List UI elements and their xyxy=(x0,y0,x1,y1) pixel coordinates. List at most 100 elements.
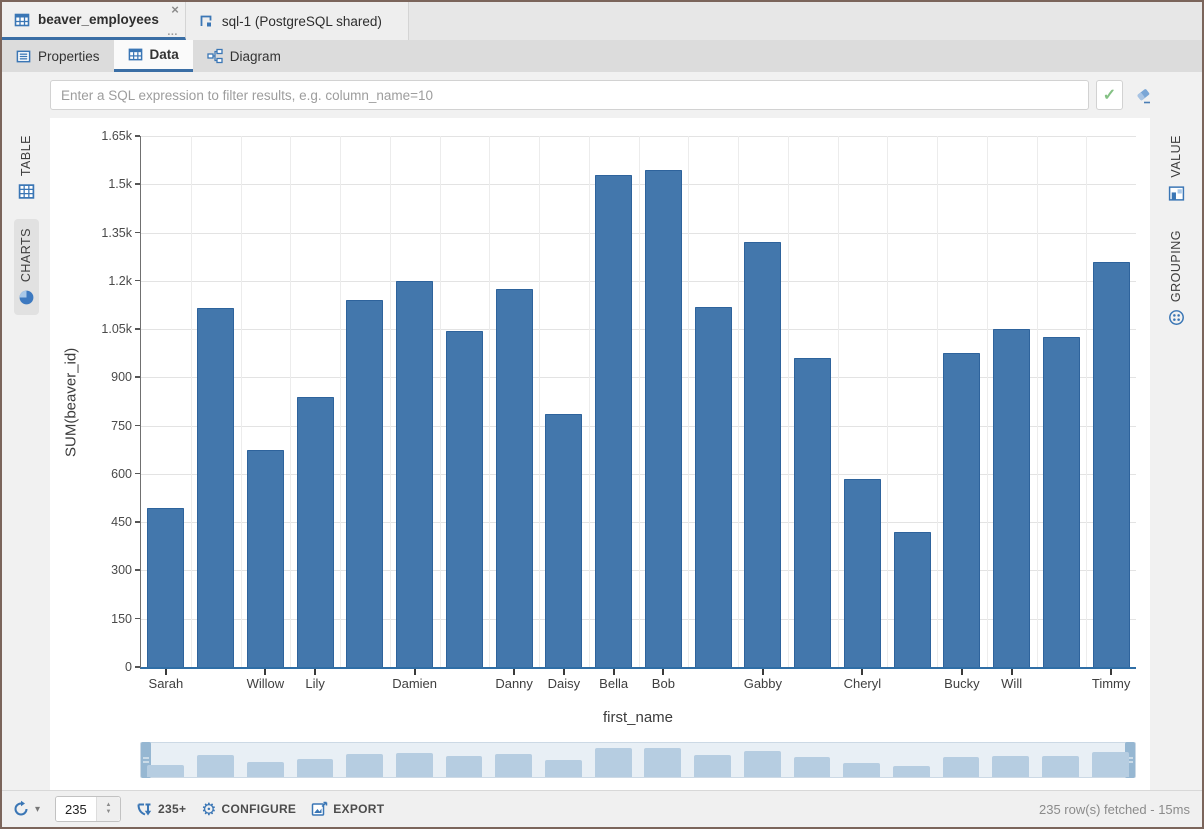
y-tick xyxy=(135,328,140,330)
bar xyxy=(943,353,981,667)
bar xyxy=(495,288,533,667)
gridline xyxy=(638,136,640,667)
bar xyxy=(893,531,931,667)
chevron-down-icon: ▾ xyxy=(35,803,41,815)
gridline xyxy=(190,136,192,667)
check-icon: ✓ xyxy=(1102,87,1117,104)
editor-tab-beaver-employees[interactable]: beaver_employees × … xyxy=(2,2,186,40)
y-tick-label: 450 xyxy=(111,515,132,530)
chart-settings-switcher: VALUE GROUPING xyxy=(1150,118,1202,790)
gear-icon: ⚙ xyxy=(201,799,217,819)
x-tick-label: Lily xyxy=(305,676,325,691)
y-tick-label: 1.05k xyxy=(101,322,132,337)
y-tick xyxy=(135,521,140,523)
table-icon xyxy=(14,13,30,26)
y-tick xyxy=(135,472,140,475)
fetch-status-text: 235 row(s) fetched - 15ms xyxy=(1038,801,1190,817)
bar xyxy=(545,414,583,667)
arrow-down-icon: ▼ xyxy=(105,809,112,815)
gridline xyxy=(240,136,242,667)
presentation-tab-table[interactable]: TABLE xyxy=(14,126,39,209)
bar xyxy=(993,329,1031,667)
y-tick-label: 600 xyxy=(111,466,132,481)
y-tick xyxy=(135,569,140,571)
configure-button[interactable]: ⚙ CONFIGURE xyxy=(201,801,296,818)
bar xyxy=(1092,261,1130,667)
bar xyxy=(644,169,682,667)
y-tick xyxy=(135,666,140,668)
refresh-icon xyxy=(14,800,28,816)
x-tick xyxy=(413,669,416,675)
y-tick-label: 300 xyxy=(111,563,132,578)
tab-label: CHARTS xyxy=(19,228,33,283)
x-tick xyxy=(513,669,516,675)
tab-overflow-icon: … xyxy=(166,26,179,38)
gridline xyxy=(1036,136,1038,667)
x-tick-label: Bucky xyxy=(944,676,980,691)
y-axis-title: SUM(beaver_id) xyxy=(62,347,80,458)
handle-grip-icon xyxy=(143,757,149,763)
gridline xyxy=(1086,136,1088,667)
x-tick-label: Willow xyxy=(246,676,285,691)
grouping-icon xyxy=(1168,309,1184,325)
x-tick xyxy=(314,669,317,675)
y-tick xyxy=(135,424,140,427)
export-icon xyxy=(311,801,328,816)
tab-properties[interactable]: Properties xyxy=(2,40,114,72)
tab-data[interactable]: Data xyxy=(113,40,193,72)
y-tick xyxy=(135,231,140,234)
tab-diagram[interactable]: Diagram xyxy=(193,40,295,72)
y-tick-label: 1.2k xyxy=(108,273,132,288)
navigator-mini-bar xyxy=(545,760,582,777)
gridline xyxy=(539,136,540,667)
navigator-left-handle[interactable] xyxy=(141,742,151,778)
navigator-right-handle[interactable] xyxy=(1125,742,1135,778)
gridline xyxy=(290,136,292,667)
settings-tab-grouping[interactable]: GROUPING xyxy=(1164,221,1189,335)
y-tick-label: 1.35k xyxy=(101,225,132,240)
navigator-mini-bar xyxy=(992,756,1030,777)
navigator-mini-bar xyxy=(843,763,881,777)
apply-filter-button[interactable]: ✓ xyxy=(1096,80,1123,110)
clear-filter-button[interactable] xyxy=(1130,82,1156,108)
x-tick xyxy=(1010,669,1013,675)
fetch-more-icon xyxy=(137,803,152,815)
x-tick xyxy=(761,669,764,675)
x-tick-label: Sarah xyxy=(148,676,184,691)
bar xyxy=(246,449,284,667)
export-button[interactable]: EXPORT xyxy=(311,801,384,818)
sql-filter-input[interactable] xyxy=(50,80,1089,110)
x-tick xyxy=(960,669,963,675)
segment-size-spinner: ▲ ▼ xyxy=(55,796,122,822)
chart-range-navigator[interactable] xyxy=(140,742,1136,778)
gridline xyxy=(439,136,441,667)
tab-label: GROUPING xyxy=(1169,229,1183,302)
navigator-mini-bar xyxy=(246,762,284,777)
presentation-tab-charts[interactable]: CHARTS xyxy=(13,219,39,316)
y-tick xyxy=(135,183,140,185)
navigator-mini-bar xyxy=(346,754,384,777)
x-tick xyxy=(612,669,615,675)
navigator-mini-bar xyxy=(445,756,483,777)
gridline xyxy=(588,136,590,667)
gridline xyxy=(340,136,341,667)
y-tick xyxy=(135,279,140,282)
fetch-next-segment-button[interactable]: 235+ xyxy=(136,801,186,818)
eraser-icon xyxy=(1137,88,1150,103)
refresh-button[interactable]: ▾ xyxy=(12,800,40,818)
fetch-more-label: 235+ xyxy=(158,802,187,816)
y-tick xyxy=(135,617,140,620)
navigator-mini-bar xyxy=(743,751,781,777)
close-icon[interactable]: × xyxy=(171,2,179,17)
settings-tab-value[interactable]: VALUE xyxy=(1164,126,1189,211)
tab-label: Data xyxy=(149,47,179,62)
spinner-stepper[interactable]: ▲ ▼ xyxy=(96,797,121,821)
editor-tab-sql1[interactable]: sql-1 (PostgreSQL shared) xyxy=(185,2,409,40)
bar xyxy=(445,330,483,667)
bar xyxy=(1042,337,1080,667)
x-tick xyxy=(264,669,267,675)
table-grid-icon xyxy=(18,184,34,199)
segment-size-input[interactable] xyxy=(56,797,97,821)
x-tick xyxy=(662,669,665,675)
